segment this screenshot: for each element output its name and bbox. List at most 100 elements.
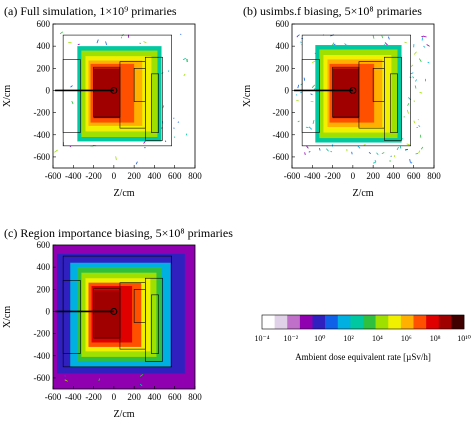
shield-outline	[151, 73, 159, 133]
streak-mark	[303, 77, 306, 81]
colorbar-swatch	[287, 315, 301, 329]
streak-mark	[135, 161, 138, 165]
y-tick-label: 0	[285, 85, 290, 95]
streak-mark	[173, 136, 176, 138]
x-tick-label: 0	[112, 171, 117, 181]
streak-mark	[417, 119, 420, 121]
streak-mark	[304, 152, 306, 156]
streak-mark	[381, 35, 384, 39]
panel-b-xlabel: Z/cm	[352, 188, 373, 199]
streak-mark	[164, 140, 167, 143]
streak-mark	[406, 143, 411, 146]
streak-mark	[357, 145, 361, 149]
y-tick-label: 600	[276, 19, 290, 29]
streak-mark	[310, 93, 313, 96]
streak-mark	[59, 31, 64, 35]
streak-mark	[308, 126, 313, 130]
y-tick-label: -400	[34, 351, 51, 361]
streak-mark	[139, 383, 143, 387]
streak-mark	[319, 147, 321, 151]
panel-a-frame	[52, 23, 196, 169]
target-marker	[349, 86, 357, 94]
streak-mark	[162, 105, 165, 109]
y-tick-label: -600	[273, 152, 290, 162]
colorbar-swatch	[312, 315, 326, 329]
x-tick-label: 600	[407, 171, 421, 181]
x-tick-label: 600	[168, 171, 182, 181]
shield-outline	[133, 289, 146, 323]
colorbar-swatch	[350, 315, 364, 329]
y-tick-label: 400	[37, 262, 51, 272]
streak-mark	[308, 151, 311, 153]
streak-mark	[372, 35, 375, 39]
streak-mark	[410, 64, 414, 68]
streak-mark	[384, 42, 388, 46]
panel-c-xlabel: Z/cm	[113, 409, 134, 420]
streak-mark	[390, 155, 392, 157]
target-marker	[110, 307, 118, 315]
streak-mark	[296, 34, 300, 37]
target-marker	[110, 86, 118, 94]
streak-mark	[415, 152, 419, 155]
streak-mark	[70, 85, 73, 88]
streak-mark	[137, 375, 141, 379]
panel-b: (b) usimbs.f biasing, 5×10⁸ primaries -6…	[242, 4, 441, 199]
colorbar-tick-label: 10⁰	[314, 334, 325, 343]
colorbar-swatch	[388, 315, 402, 329]
streak-mark	[413, 51, 417, 55]
streak-mark	[78, 381, 81, 383]
y-tick-label: -400	[34, 130, 51, 140]
x-tick-label: 200	[366, 171, 380, 181]
y-tick-label: 600	[37, 19, 51, 29]
streak-mark	[404, 41, 407, 44]
streak-mark	[423, 35, 427, 38]
panel-c-axes: -600 -400 -200 0 200 400 600 800-600-400-200020…	[34, 240, 203, 402]
streak-mark	[363, 144, 366, 146]
streak-mark	[408, 97, 411, 100]
panel-a-xlabel: Z/cm	[113, 188, 134, 199]
shield-outline	[151, 294, 159, 354]
panel-a-plot	[54, 31, 189, 165]
panel-c-frame	[52, 244, 196, 390]
y-tick-label: -200	[273, 108, 290, 118]
panel-c: (c) Region importance biasing, 5×10⁸ pri…	[2, 226, 233, 420]
shield-outline	[62, 59, 81, 133]
shield-outline	[62, 280, 81, 354]
streak-mark	[305, 126, 309, 129]
panel-c-title: (c) Region importance biasing, 5×10⁸ pri…	[4, 226, 233, 240]
streak-mark	[139, 373, 144, 377]
y-tick-label: 400	[37, 41, 51, 51]
streak-mark	[54, 149, 58, 153]
streak-mark	[413, 120, 416, 124]
streak-mark	[374, 159, 377, 163]
streak-mark	[415, 79, 417, 82]
shield-outline	[372, 68, 385, 102]
colorbar: 10⁻⁴ 10⁻² 10⁰ 10² 10⁴ 10⁶ 10⁸ 10¹⁰ Ambient dose…	[254, 314, 471, 362]
panel-a-ylabel: X/cm	[2, 85, 13, 107]
streak-mark	[368, 152, 372, 154]
streak-mark	[182, 57, 187, 61]
streak-mark	[105, 41, 107, 46]
panel-a-geometry	[55, 34, 172, 147]
streak-mark	[115, 156, 117, 161]
colorbar-frame	[261, 314, 465, 330]
panel-a: (a) Full simulation, 1×10⁹ primaries -60…	[2, 4, 202, 199]
colorbar-swatch	[337, 315, 351, 329]
streak-mark	[96, 39, 99, 44]
streak-mark	[376, 152, 379, 156]
x-tick-label: -400	[304, 171, 321, 181]
x-tick-label: 200	[127, 392, 141, 402]
streak-mark	[297, 120, 300, 123]
panel-b-ylabel: X/cm	[242, 85, 253, 107]
streak-mark	[409, 159, 411, 163]
x-tick-label: 800	[188, 392, 202, 402]
streak-mark	[381, 152, 385, 155]
panel-b-title: (b) usimbs.f biasing, 5×10⁸ primaries	[243, 4, 422, 18]
panel-b-axes: -600 -400 -200 0 200 400 600 800-600-400-200020…	[273, 19, 442, 181]
streak-mark	[412, 76, 415, 79]
colorbar-tick-label: 10⁶	[401, 334, 412, 343]
streak-mark	[297, 84, 300, 89]
streak-mark	[406, 109, 409, 114]
streak-mark	[401, 138, 404, 140]
